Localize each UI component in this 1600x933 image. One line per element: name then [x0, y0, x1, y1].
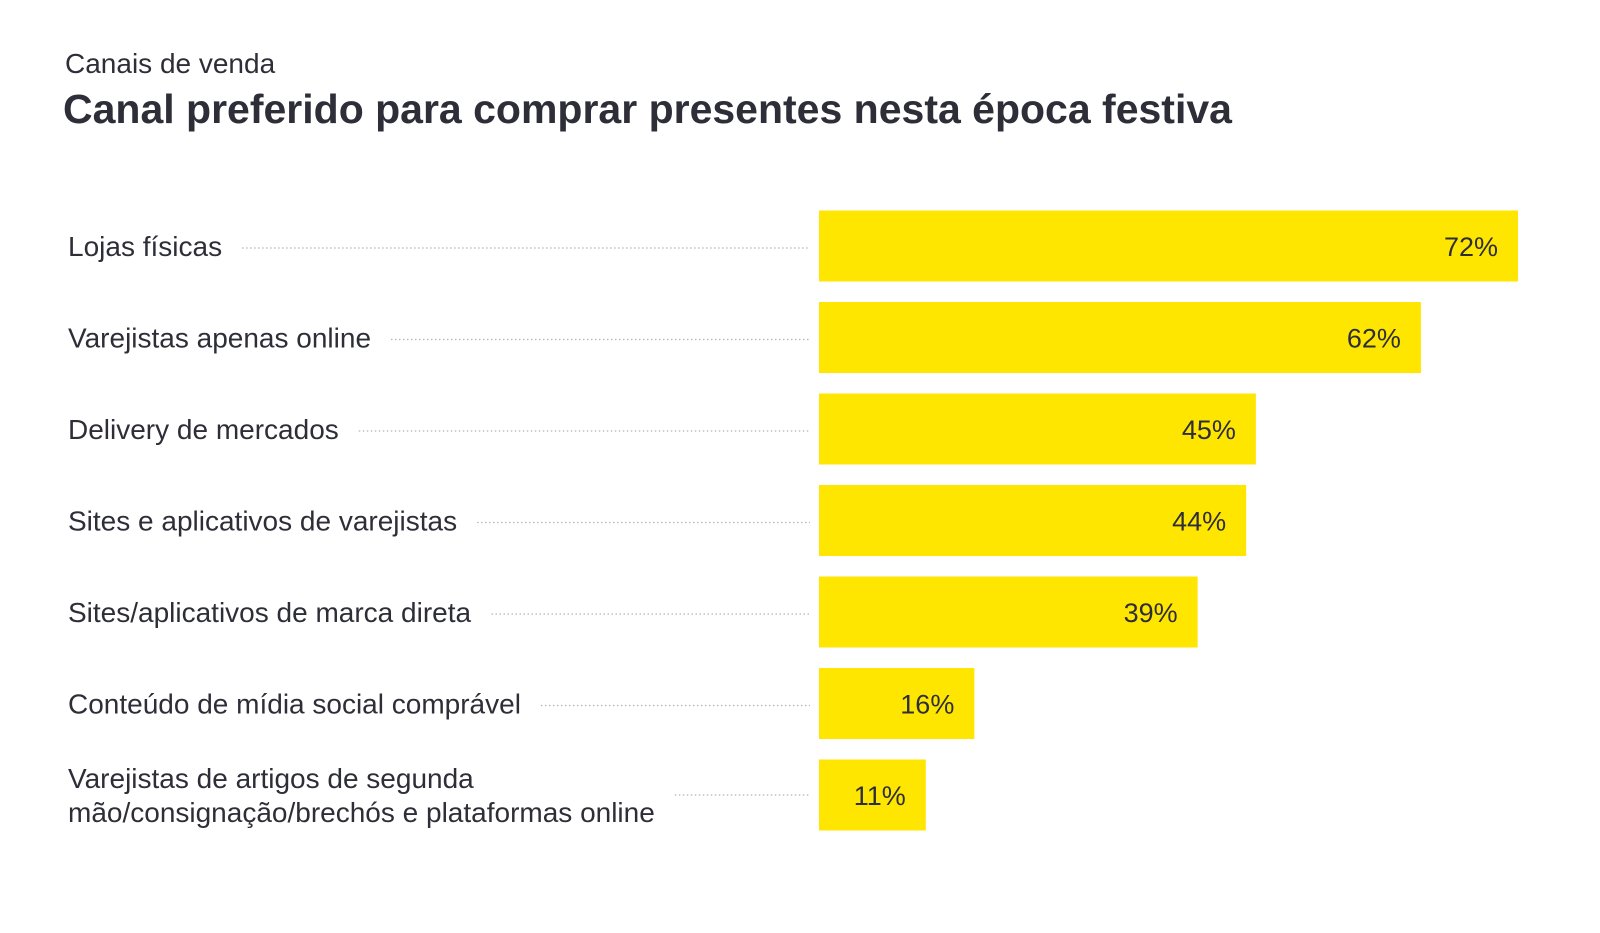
bar-value-label: 72%	[1444, 232, 1498, 262]
category-label: Conteúdo de mídia social comprável	[68, 689, 521, 720]
category-label: Sites e aplicativos de varejistas	[68, 506, 457, 537]
chart-title: Canal preferido para comprar presentes n…	[63, 86, 1232, 132]
bar-value-label: 39%	[1124, 598, 1178, 628]
category-label-line: Lojas físicas	[68, 231, 222, 262]
bar-row: Varejistas de artigos de segunda mão/cons…	[68, 759, 926, 831]
category-label-line: Conteúdo de mídia social comprável	[68, 689, 521, 720]
bar-row: Sites e aplicativos de varejistas 44%	[68, 485, 1247, 556]
bar-value-label: 62%	[1347, 324, 1401, 354]
category-label: Lojas físicas	[68, 231, 222, 262]
bar-row: Conteúdo de mídia social comprável 16%	[68, 668, 975, 739]
category-label: Delivery de mercados	[68, 414, 339, 445]
bar-value-label: 45%	[1182, 415, 1236, 445]
bar-value-label: 16%	[900, 690, 954, 720]
category-label-line: Varejistas de artigos de segunda	[68, 763, 474, 794]
category-label: Varejistas de artigos de segunda mão/cons…	[68, 763, 655, 828]
category-label-line: Sites e aplicativos de varejistas	[68, 506, 457, 537]
bar-row: Varejistas apenas online 62%	[68, 302, 1421, 373]
bar-row: Delivery de mercados 45%	[68, 393, 1256, 465]
bar-row: Sites/aplicativos de marca direta 39%	[68, 576, 1198, 648]
bar	[819, 759, 926, 831]
bar	[819, 668, 975, 739]
category-label-line: Delivery de mercados	[68, 414, 339, 445]
bar	[819, 485, 1247, 556]
category-label-line: Varejistas apenas online	[68, 323, 371, 354]
category-label-line: Sites/aplicativos de marca direta	[68, 597, 472, 628]
bar	[819, 210, 1518, 282]
category-label: Sites/aplicativos de marca direta	[68, 597, 472, 628]
bar-value-label: 44%	[1172, 507, 1226, 537]
chart-kicker: Canais de venda	[65, 48, 276, 79]
category-label-line: mão/consignação/brechós e plataformas on…	[68, 797, 655, 828]
bar	[819, 302, 1421, 373]
bar-row: Lojas físicas 72%	[68, 210, 1518, 282]
bar-value-label: 11%	[854, 781, 906, 811]
bar	[819, 393, 1256, 465]
category-label: Varejistas apenas online	[68, 323, 371, 354]
bar	[819, 576, 1198, 648]
